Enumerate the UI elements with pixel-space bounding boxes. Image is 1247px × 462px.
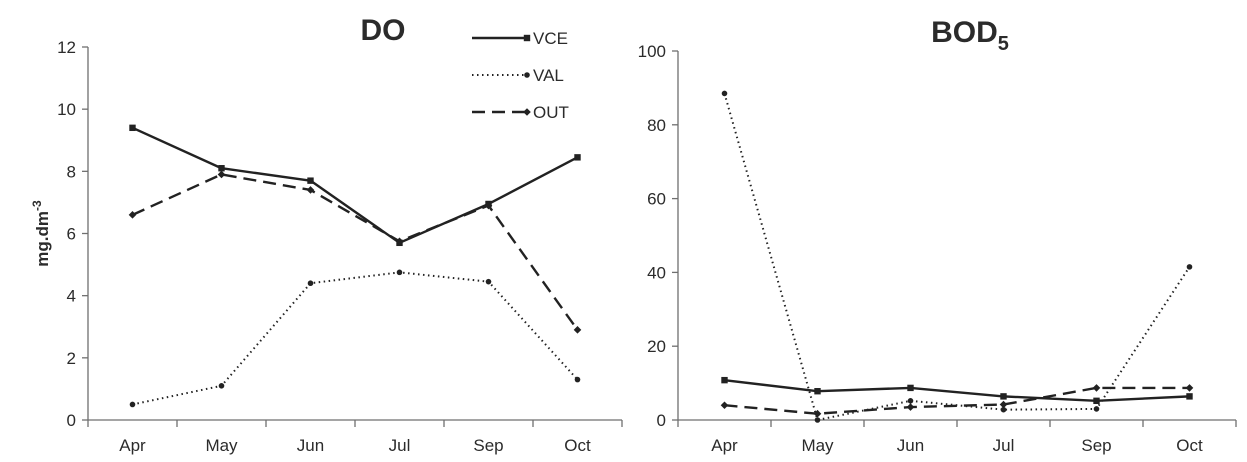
y-tick-label: 80 bbox=[647, 116, 666, 135]
data-point-val bbox=[907, 398, 914, 404]
series-out bbox=[720, 384, 1194, 418]
legend-marker-val bbox=[524, 72, 530, 78]
series-line-val bbox=[132, 271, 579, 406]
data-point-vce bbox=[218, 165, 225, 172]
data-point-vce bbox=[1093, 397, 1100, 405]
y-axis-label-superscript: -3 bbox=[30, 200, 44, 211]
data-point-val bbox=[1093, 406, 1100, 412]
data-point-val bbox=[307, 280, 314, 287]
series-line-out bbox=[132, 173, 579, 331]
data-point-out bbox=[999, 400, 1008, 409]
y-tick-label: 100 bbox=[638, 42, 666, 61]
data-point-out bbox=[484, 201, 493, 210]
legend-label: OUT bbox=[533, 103, 569, 122]
y-tick-label: 0 bbox=[67, 411, 76, 430]
data-point-val bbox=[721, 90, 728, 97]
series-line-val bbox=[723, 93, 1191, 421]
y-tick-label: 0 bbox=[657, 411, 666, 430]
data-point-val bbox=[1186, 264, 1193, 270]
data-point-vce bbox=[1000, 393, 1007, 400]
data-point-out bbox=[1092, 384, 1101, 392]
data-point-out bbox=[573, 326, 582, 334]
y-axis-label: mg.dm-3 bbox=[30, 200, 52, 267]
chart-title: BOD5 bbox=[931, 16, 1009, 55]
data-point-val bbox=[574, 376, 581, 383]
data-point-val bbox=[129, 401, 136, 408]
x-tick-label: Oct bbox=[1176, 436, 1203, 455]
data-point-vce bbox=[1186, 393, 1193, 400]
y-tick-label: 40 bbox=[647, 263, 666, 282]
y-tick-label: 8 bbox=[67, 162, 76, 181]
chart-title-text: BOD bbox=[931, 16, 998, 49]
x-tick-label: May bbox=[801, 436, 834, 455]
data-point-vce bbox=[814, 388, 821, 395]
y-tick-label: 60 bbox=[647, 190, 666, 209]
data-point-out bbox=[395, 237, 404, 246]
x-tick-label: Jun bbox=[897, 436, 924, 455]
legend-marker-vce bbox=[523, 34, 531, 42]
data-point-out bbox=[906, 403, 915, 411]
legend-label: VAL bbox=[533, 66, 564, 85]
legend-marker-out bbox=[523, 108, 531, 116]
series-out bbox=[128, 170, 582, 334]
data-point-val bbox=[396, 269, 403, 276]
y-tick-label: 12 bbox=[57, 38, 76, 57]
legend-label: VCE bbox=[533, 29, 568, 48]
data-point-vce bbox=[907, 384, 914, 392]
data-point-out bbox=[813, 409, 822, 418]
y-tick-label: 10 bbox=[57, 100, 76, 119]
data-point-vce bbox=[129, 124, 136, 132]
data-point-out bbox=[306, 186, 315, 194]
x-tick-label: Sep bbox=[1081, 436, 1111, 455]
x-tick-label: Jun bbox=[297, 436, 324, 455]
legend-item: VCE bbox=[472, 29, 568, 48]
x-tick-label: Sep bbox=[473, 436, 503, 455]
series-line-vce bbox=[132, 126, 579, 245]
y-tick-label: 2 bbox=[67, 349, 76, 368]
x-tick-label: Oct bbox=[564, 436, 591, 455]
data-point-val bbox=[485, 278, 492, 285]
legend-item: VAL bbox=[472, 66, 564, 85]
bod5-chart-panel: 0 20 40 60 80 100 Apr May Jun Jul Sep Oct BOD5 bbox=[638, 16, 1237, 455]
x-tick-label: Jul bbox=[389, 436, 411, 455]
series-line-out bbox=[724, 386, 1190, 415]
series-val bbox=[129, 269, 581, 408]
data-point-val bbox=[1000, 406, 1007, 413]
x-tick-label: May bbox=[205, 436, 238, 455]
series-vce bbox=[721, 376, 1193, 405]
x-tick-label: Apr bbox=[119, 436, 146, 455]
data-point-val bbox=[814, 417, 821, 423]
data-point-out bbox=[1185, 384, 1194, 392]
series-val bbox=[721, 90, 1193, 423]
chart-title-text: DO bbox=[361, 14, 406, 47]
data-point-out bbox=[720, 401, 729, 410]
x-tick-label: Apr bbox=[711, 436, 738, 455]
x-tick-label: Jul bbox=[993, 436, 1015, 455]
data-point-out bbox=[128, 211, 137, 219]
data-point-val bbox=[218, 383, 225, 389]
y-tick-label: 6 bbox=[67, 225, 76, 244]
data-point-vce bbox=[574, 154, 581, 161]
data-point-out bbox=[217, 170, 226, 179]
series-line-vce bbox=[724, 378, 1190, 403]
y-tick-label: 20 bbox=[647, 337, 666, 356]
y-tick-label: 4 bbox=[67, 287, 76, 306]
data-point-vce bbox=[721, 376, 728, 384]
legend-item: OUT bbox=[472, 103, 569, 122]
chart-title: DO bbox=[361, 14, 406, 47]
legend: VCE VAL OUT bbox=[472, 29, 569, 122]
y-axis-label-text: mg.dm bbox=[33, 211, 52, 267]
chart-title-subscript: 5 bbox=[998, 33, 1009, 55]
data-point-vce bbox=[307, 177, 314, 184]
